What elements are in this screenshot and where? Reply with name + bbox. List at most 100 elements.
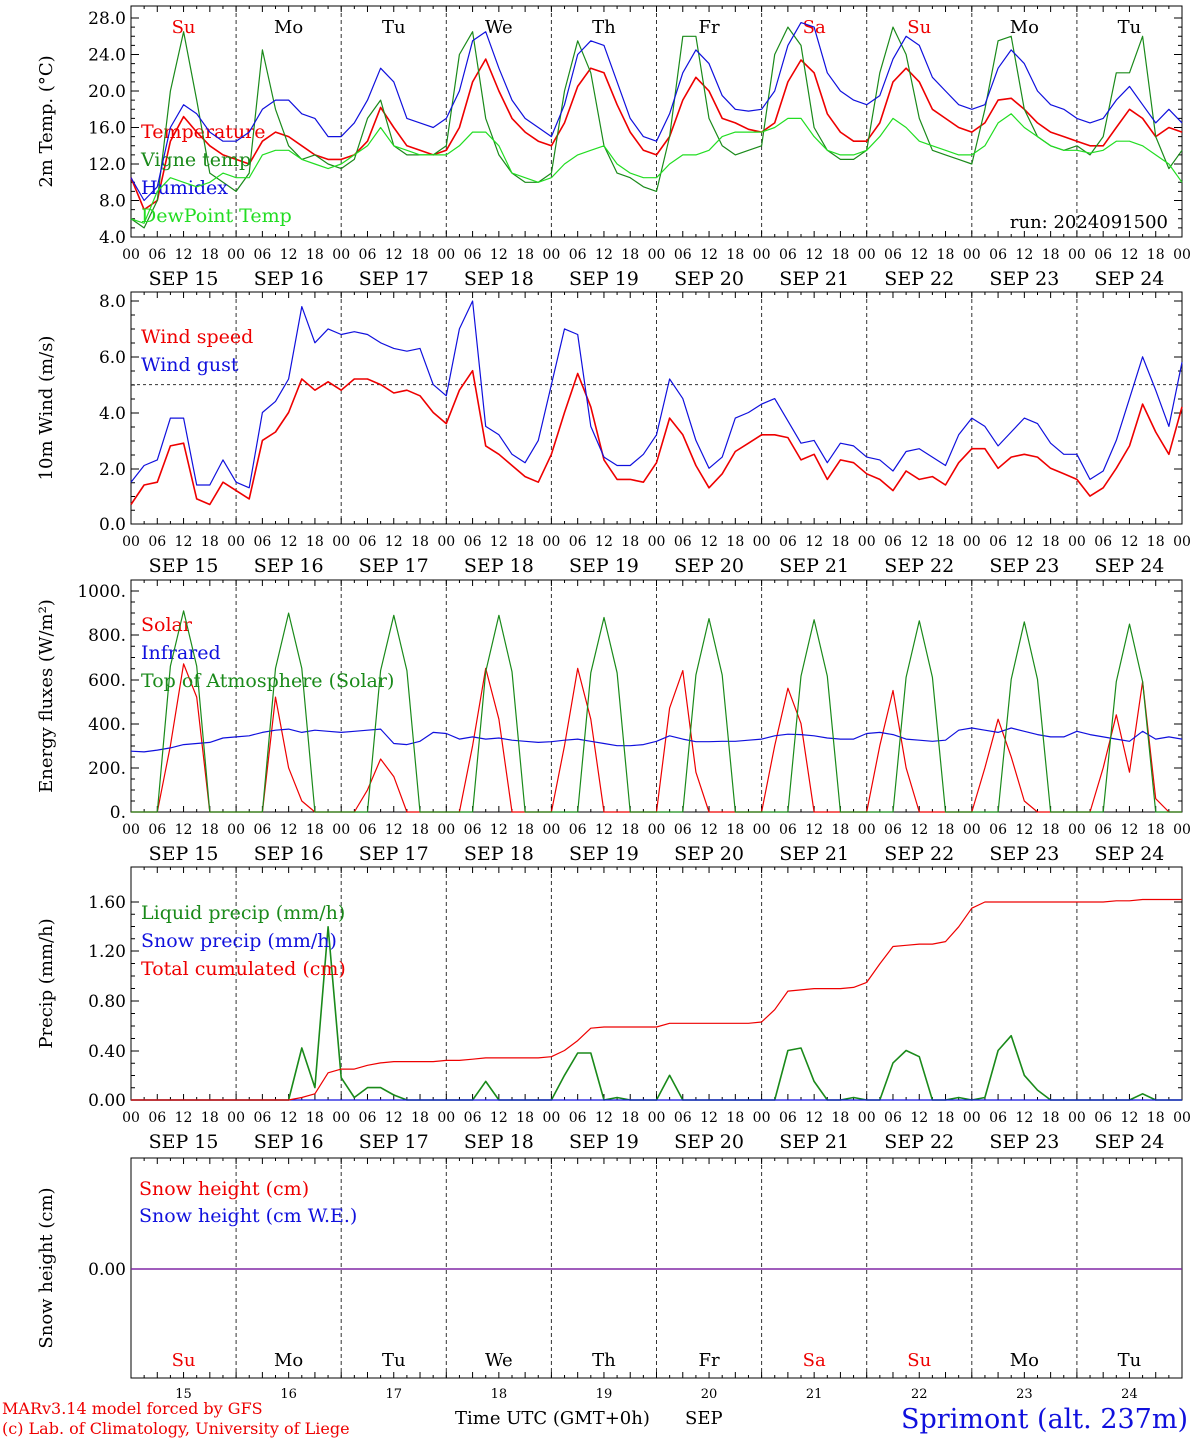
series-line bbox=[130, 300, 1183, 489]
hour-label: 12 bbox=[280, 1110, 298, 1126]
hour-label: 18 bbox=[201, 822, 219, 838]
series-line bbox=[130, 369, 1183, 506]
hour-label: 00 bbox=[963, 247, 981, 263]
series-line bbox=[131, 610, 1182, 813]
chart-panel-4: 0.00 0.40 0.80 1.20 1.60 Precip (mm/h) Liquid … bbox=[36, 866, 1191, 1153]
weekday-label: Sa bbox=[803, 1350, 826, 1371]
date-label: SEP 20 bbox=[674, 1131, 744, 1153]
hour-label: 12 bbox=[910, 534, 928, 550]
hour-label: 12 bbox=[280, 534, 298, 550]
date-label: SEP 17 bbox=[359, 1131, 429, 1153]
hour-label: 18 bbox=[621, 1110, 639, 1126]
date-label: SEP 16 bbox=[254, 268, 324, 290]
date-label: SEP 23 bbox=[989, 843, 1059, 865]
date-label: SEP 16 bbox=[254, 843, 324, 865]
date-label: SEP 16 bbox=[254, 555, 324, 577]
hour-label: 06 bbox=[989, 534, 1007, 550]
hour-label: 00 bbox=[542, 822, 560, 838]
date-label: SEP 18 bbox=[464, 843, 534, 865]
hour-label: 00 bbox=[963, 822, 981, 838]
hour-label: 00 bbox=[437, 822, 455, 838]
y-tick-label: 400. bbox=[88, 715, 126, 735]
hour-label: 12 bbox=[700, 534, 718, 550]
legend-label: Solar bbox=[141, 614, 193, 636]
hour-label: 00 bbox=[858, 822, 876, 838]
hour-label: 00 bbox=[122, 247, 140, 263]
y-tick-label: 200. bbox=[88, 759, 126, 779]
hour-label: 18 bbox=[306, 247, 324, 263]
hour-label: 12 bbox=[280, 247, 298, 263]
date-label: SEP 24 bbox=[1095, 843, 1165, 865]
day-number-label: 23 bbox=[1016, 1387, 1033, 1402]
y-tick-label: 1.60 bbox=[88, 893, 126, 913]
hour-label: 12 bbox=[490, 822, 508, 838]
weekday-label: We bbox=[485, 1350, 513, 1371]
hour-label: 00 bbox=[1173, 1110, 1191, 1126]
hour-label: 00 bbox=[1068, 822, 1086, 838]
day-number-label: 18 bbox=[491, 1387, 508, 1402]
weekday-label: Mo bbox=[1010, 1350, 1039, 1371]
legend-label: DewPoint Temp bbox=[141, 205, 292, 227]
legend-label: Snow height (cm) bbox=[139, 1178, 309, 1200]
day-number-label: 19 bbox=[596, 1387, 613, 1402]
hour-label: 06 bbox=[674, 1110, 692, 1126]
date-label: SEP 22 bbox=[884, 555, 954, 577]
weekday-label: We bbox=[485, 17, 513, 38]
hour-label: 18 bbox=[621, 822, 639, 838]
date-label: SEP 15 bbox=[149, 843, 219, 865]
credit-line-1: MARv3.14 model forced by GFS bbox=[2, 1399, 263, 1418]
date-label: SEP 21 bbox=[779, 843, 849, 865]
credit-line-2: (c) Lab. of Climatology, University of L… bbox=[2, 1419, 350, 1438]
hour-label: 06 bbox=[148, 1110, 166, 1126]
y-tick-label: 0.40 bbox=[88, 1042, 126, 1062]
weekday-label: Su bbox=[907, 17, 931, 38]
y-tick-label: 0.0 bbox=[99, 515, 126, 535]
y-tick-label: 800. bbox=[88, 626, 126, 646]
hour-label: 06 bbox=[674, 822, 692, 838]
weekday-label: Mo bbox=[274, 17, 303, 38]
hour-label: 06 bbox=[253, 822, 271, 838]
hour-label: 18 bbox=[726, 247, 744, 263]
hour-label: 06 bbox=[359, 1110, 377, 1126]
y-tick-label: 4.0 bbox=[99, 404, 126, 424]
hour-label: 12 bbox=[1015, 822, 1033, 838]
hour-label: 12 bbox=[595, 822, 613, 838]
weekday-label: Su bbox=[172, 17, 196, 38]
hour-label: 00 bbox=[963, 534, 981, 550]
hour-label: 00 bbox=[753, 534, 771, 550]
hour-label: 06 bbox=[779, 822, 797, 838]
date-label: SEP 19 bbox=[569, 843, 639, 865]
date-label: SEP 19 bbox=[569, 268, 639, 290]
hour-label: 06 bbox=[359, 822, 377, 838]
hour-label: 18 bbox=[306, 534, 324, 550]
hour-label: 12 bbox=[175, 1110, 193, 1126]
date-label: SEP 23 bbox=[989, 1131, 1059, 1153]
hour-label: 00 bbox=[227, 247, 245, 263]
weekday-label: Tu bbox=[382, 17, 406, 38]
hour-label: 18 bbox=[1147, 247, 1165, 263]
hour-label: 00 bbox=[437, 247, 455, 263]
y-tick-label: 28.0 bbox=[88, 9, 126, 29]
station-name: Sprimont (alt. 237m) bbox=[901, 1404, 1188, 1435]
hour-label: 12 bbox=[700, 822, 718, 838]
hour-label: 06 bbox=[779, 1110, 797, 1126]
series-line bbox=[130, 113, 1183, 224]
hour-label: 12 bbox=[700, 247, 718, 263]
date-label: SEP 17 bbox=[359, 555, 429, 577]
weekday-label: Su bbox=[172, 1350, 196, 1371]
hour-label: 18 bbox=[201, 1110, 219, 1126]
hour-label: 18 bbox=[1042, 822, 1060, 838]
hour-label: 06 bbox=[148, 822, 166, 838]
legend-label: Total cumulated (cm) bbox=[141, 958, 346, 980]
date-label: SEP 24 bbox=[1095, 268, 1165, 290]
hour-label: 00 bbox=[332, 822, 350, 838]
hour-label: 12 bbox=[910, 247, 928, 263]
hour-label: 06 bbox=[464, 1110, 482, 1126]
weekday-label: Mo bbox=[274, 1350, 303, 1371]
hour-label: 18 bbox=[201, 534, 219, 550]
hour-label: 12 bbox=[385, 247, 403, 263]
hour-label: 00 bbox=[332, 247, 350, 263]
hour-label: 06 bbox=[253, 247, 271, 263]
hour-label: 12 bbox=[280, 822, 298, 838]
